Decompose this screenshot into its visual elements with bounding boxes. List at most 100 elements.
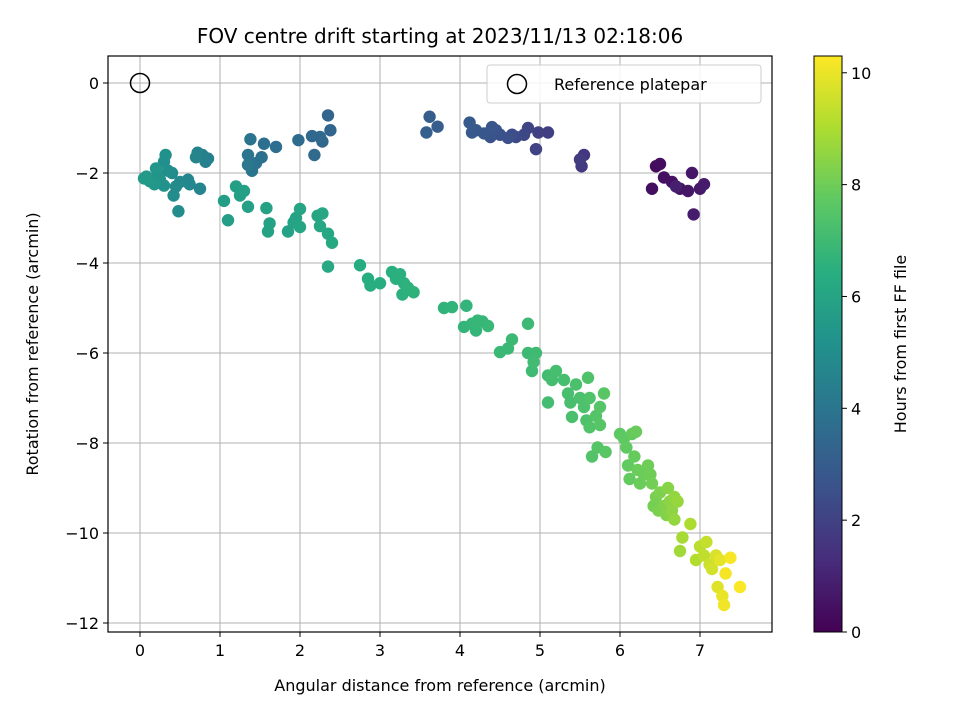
scatter-point [244, 133, 257, 146]
scatter-point [469, 324, 483, 337]
scatter-point [373, 277, 387, 290]
scatter-point [557, 373, 571, 387]
scatter-point [713, 553, 727, 567]
scatter-point [629, 425, 643, 438]
scatter-point [668, 513, 681, 526]
x-axis-label: Angular distance from reference (arcmin) [274, 676, 605, 695]
x-axis-ticks: 0 1 2 3 4 5 6 7 [135, 632, 705, 660]
scatter-point [653, 157, 667, 171]
scatter-point [172, 205, 185, 218]
scatter-point [583, 421, 596, 434]
scatter-point [697, 178, 711, 191]
scatter-point [260, 201, 273, 215]
scatter-point [599, 445, 612, 459]
scatter-point [541, 396, 555, 409]
scatter-point [581, 371, 595, 384]
scatter-point [183, 178, 196, 191]
y-tick-label: −10 [65, 524, 99, 543]
scatter-point [541, 126, 555, 139]
y-axis-label: Rotation from reference (arcmin) [23, 212, 42, 475]
scatter-point [549, 364, 563, 378]
scatter-point [676, 531, 689, 544]
scatter-point [645, 182, 659, 195]
x-tick-label: 3 [375, 641, 385, 660]
scatter-point [593, 400, 607, 414]
x-tick-label: 5 [535, 641, 545, 660]
y-tick-label: −2 [75, 164, 99, 183]
scatter-point [463, 116, 476, 129]
x-tick-label: 2 [295, 641, 305, 660]
x-tick-label: 1 [215, 641, 225, 660]
colorbar-tick-label: 2 [851, 511, 861, 530]
scatter-point [673, 544, 687, 558]
scatter-point [293, 202, 307, 216]
scatter-point [292, 133, 305, 147]
colorbar-label: Hours from first FF file [891, 255, 910, 434]
y-tick-label: −8 [75, 434, 99, 453]
scatter-point [423, 110, 436, 123]
scatter-point [281, 225, 295, 238]
scatter-point [431, 120, 444, 133]
scatter-point [593, 418, 607, 432]
colorbar [813, 55, 843, 633]
scatter-point [325, 236, 339, 249]
chart-title: FOV centre drift starting at 2023/11/13 … [197, 24, 683, 48]
scatter-point [321, 109, 335, 122]
plot-frame [107, 55, 773, 633]
scatter-point [241, 158, 255, 172]
grid [108, 56, 772, 632]
scatter-point [353, 259, 367, 272]
scatter-point [481, 319, 495, 333]
reference-platepar-marker [129, 72, 151, 94]
scatter-point [313, 219, 327, 233]
scatter-point [661, 481, 675, 495]
legend-marker [506, 73, 528, 95]
scatter-point [733, 580, 747, 594]
y-tick-label: 0 [89, 74, 99, 93]
scatter-point [257, 137, 271, 150]
scatter-point [529, 142, 543, 156]
x-tick-label: 7 [695, 641, 705, 660]
scatter-point [261, 225, 275, 238]
scatter-point [685, 166, 699, 180]
scatter-point [623, 472, 636, 486]
scatter-point [445, 300, 459, 314]
scatter-point [597, 387, 611, 400]
scatter-point [719, 567, 732, 580]
scatter-point [460, 299, 473, 312]
legend: Reference platepar [486, 64, 762, 104]
x-tick-label: 0 [135, 641, 145, 660]
scatter-point [364, 279, 377, 292]
scatter-point [569, 378, 583, 391]
scatter-point [321, 260, 335, 273]
scatter-point [465, 126, 479, 139]
legend-label: Reference platepar [554, 75, 707, 94]
colorbar-tick-label: 8 [851, 176, 861, 195]
scatter-point [620, 441, 633, 454]
scatter-point [407, 286, 420, 299]
scatter-point [221, 214, 235, 227]
colorbar-ticks: 0 2 4 6 8 10 [842, 64, 871, 642]
y-tick-label: −6 [75, 344, 99, 363]
scatter-point [705, 562, 719, 576]
y-tick-label: −4 [75, 254, 99, 273]
scatter-point [193, 182, 207, 195]
scatter-point [717, 598, 731, 612]
scatter-point [687, 208, 700, 221]
legend-box [486, 64, 762, 104]
scatter-point [532, 126, 545, 139]
scatter-point [305, 129, 319, 143]
scatter-point [724, 551, 737, 564]
x-tick-label: 6 [615, 641, 625, 660]
scatter-point [684, 517, 697, 531]
scatter-point [217, 194, 231, 208]
scatter-point [316, 207, 329, 220]
scatter-points [137, 109, 747, 612]
scatter-point [308, 148, 321, 162]
colorbar-tick-label: 6 [851, 287, 861, 306]
scatter-point [697, 549, 711, 562]
scatter-point [577, 400, 591, 414]
y-axis-ticks: 0 −2 −4 −6 −8 −10 −12 [65, 74, 108, 633]
scatter-point [565, 410, 579, 424]
